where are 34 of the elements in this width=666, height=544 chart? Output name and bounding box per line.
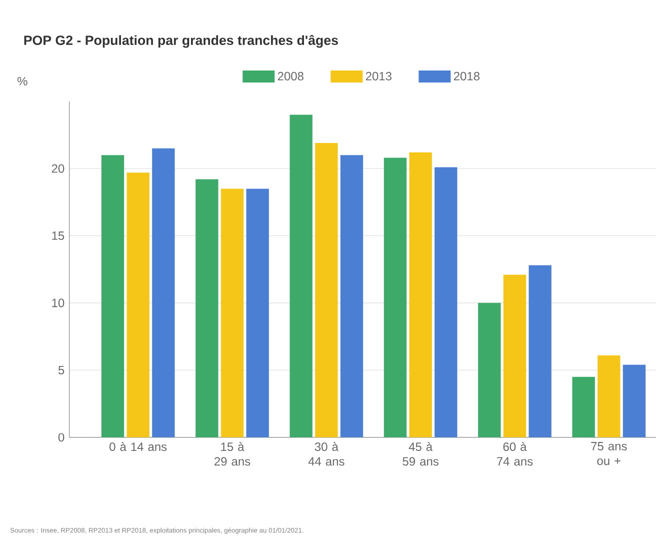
legend-label: 2008 [278, 72, 304, 80]
x-tick-label: 0 à 14 ans [110, 442, 167, 452]
bar [101, 155, 124, 438]
bar [622, 364, 646, 438]
x-tick-label: 30 à 44 ans [308, 442, 344, 466]
bar [384, 158, 407, 438]
x-tick-label: 75 ans ou + [591, 442, 627, 466]
bar [340, 155, 364, 438]
bar [126, 172, 150, 438]
bar [528, 265, 552, 438]
y-tick-label: 15 [52, 232, 64, 240]
y-tick-label: 5 [58, 366, 64, 374]
legend-label: 2018 [454, 72, 480, 80]
bar [478, 302, 501, 438]
bar [246, 188, 269, 438]
x-tick-label: 60 à 74 ans [497, 442, 533, 466]
x-tick-label: 15 à 29 ans [214, 442, 250, 466]
bar [290, 114, 312, 438]
bar [152, 148, 175, 438]
bar [434, 167, 458, 438]
chart-title: POP G2 - Population par grandes tranches d'âges [24, 34, 338, 48]
y-tick-label: 0 [58, 433, 64, 442]
bar [572, 376, 595, 438]
bar [196, 179, 218, 438]
x-tick-label: 45 à 59 ans [402, 442, 438, 466]
bar [220, 188, 244, 438]
y-axis-title: % [17, 76, 28, 86]
y-tick-label: 20 [52, 164, 64, 173]
legend-label: 2013 [366, 72, 392, 80]
y-tick-label: 10 [52, 298, 64, 308]
bar [503, 274, 526, 438]
bar [598, 355, 620, 438]
bar [315, 142, 338, 438]
bar [409, 152, 432, 438]
